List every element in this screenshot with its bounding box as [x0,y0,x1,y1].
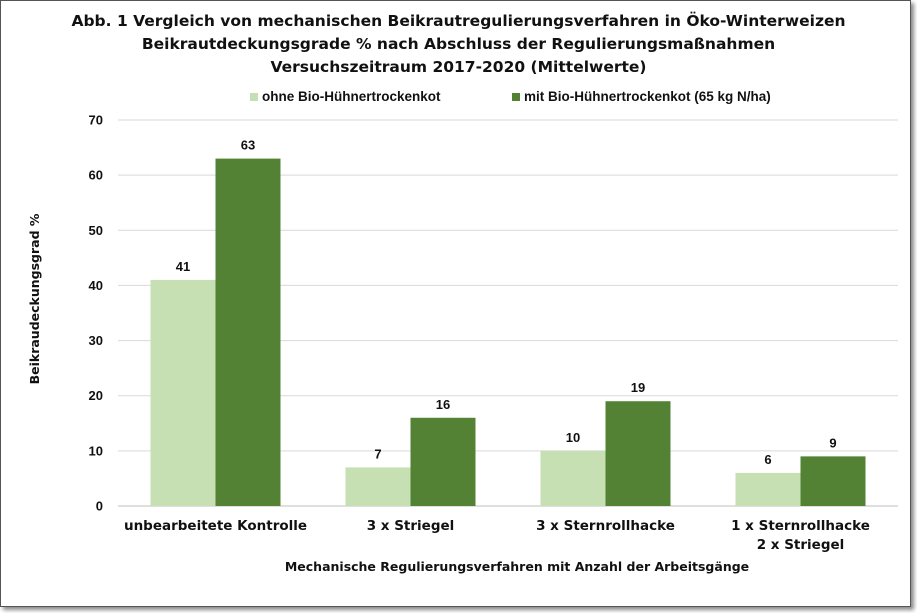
x-category-label-3-line-0: 1 x Sternrollhacke [731,518,870,534]
data-label-mit-3: 9 [829,435,836,450]
data-label-ohne-3: 6 [764,452,771,467]
legend-item-ohne: ohne Bio-Hühnertrockenkot [250,89,441,104]
chart-title: Abb. 1 Vergleich von mechanischen Beikra… [0,10,917,79]
bar-mit-1 [410,417,476,506]
y-tick-label-50: 50 [89,223,103,238]
bar-ohne-2 [540,450,606,506]
y-tick-label-20: 20 [89,388,103,403]
bar-mit-3 [800,456,866,506]
y-tick-label-40: 40 [89,278,103,293]
chart-title-line-1: Abb. 1 Vergleich von mechanischen Beikra… [71,12,846,30]
data-label-ohne-2: 10 [566,430,580,445]
y-tick-label-60: 60 [89,168,103,183]
x-axis-title: Mechanische Regulierungsverfahren mit An… [285,559,749,574]
x-category-label-3-line-1: 2 x Striegel [757,537,845,553]
bar-ohne-3 [735,472,801,506]
data-label-mit-2: 19 [631,380,645,395]
y-axis-title: Beikraudeckungsgrad % [27,213,42,384]
chart-title-line-3: Versuchszeitraum 2017-2020 (Mittelwerte) [270,58,647,76]
chart-title-line-2: Beikrautdeckungsgrade % nach Abschluss d… [141,35,776,53]
x-category-label-2: 3 x Sternrollhacke [536,518,675,534]
data-label-mit-1: 16 [436,397,450,412]
legend-swatch-ohne [250,92,258,101]
bar-ohne-0 [150,279,216,506]
legend-swatch-mit [512,92,520,101]
legend-label-mit: mit Bio-Hühnertrockenkot (65 kg N/ha) [524,89,771,104]
y-tick-label-0: 0 [96,499,103,514]
x-category-label-1: 3 x Striegel [367,518,455,534]
legend-item-mit: mit Bio-Hühnertrockenkot (65 kg N/ha) [512,89,771,104]
y-tick-label-30: 30 [89,333,103,348]
x-category-label-0: unbearbeitete Kontrolle [124,518,307,534]
bar-mit-2 [605,401,671,506]
y-tick-label-10: 10 [89,443,103,458]
bar-ohne-1 [345,467,411,506]
data-label-ohne-0: 41 [176,259,190,274]
data-label-mit-0: 63 [241,138,255,153]
data-label-ohne-1: 7 [374,446,381,461]
y-tick-label-70: 70 [89,113,103,128]
bar-mit-0 [215,158,281,506]
legend-label-ohne: ohne Bio-Hühnertrockenkot [262,89,441,104]
